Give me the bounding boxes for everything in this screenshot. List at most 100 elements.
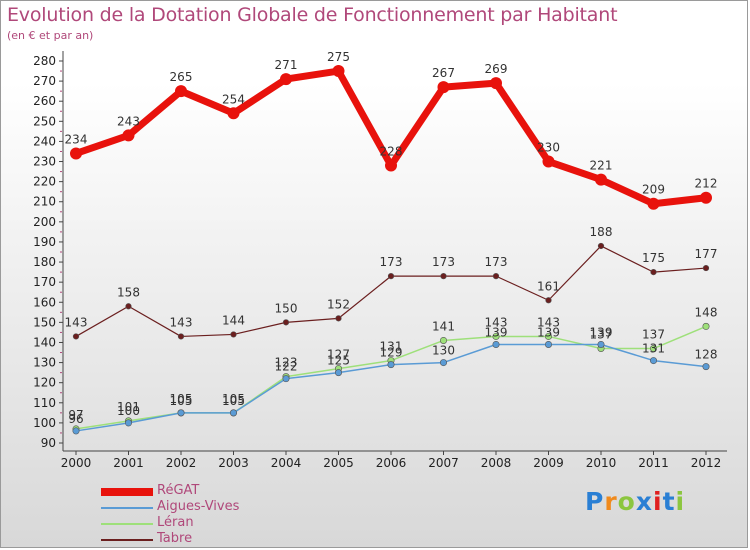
- logo-letter: o: [617, 487, 636, 516]
- data-point: [439, 359, 447, 367]
- data-label: 123: [275, 356, 298, 370]
- data-point: [492, 340, 500, 348]
- legend-label: Aigues-Vives: [157, 499, 240, 514]
- logo-letter: i: [675, 487, 686, 516]
- data-point: [702, 363, 710, 371]
- data-label: 100: [117, 404, 140, 418]
- data-label: 173: [380, 255, 403, 269]
- data-point: [647, 197, 660, 210]
- data-point: [385, 159, 397, 172]
- data-point: [282, 319, 290, 326]
- data-point: [387, 273, 395, 280]
- data-point: [175, 85, 187, 98]
- data-label: 144: [222, 313, 245, 327]
- logo-letter: t: [662, 487, 676, 516]
- logo-letter: P: [585, 487, 605, 516]
- y-tick-label: 240: [33, 134, 56, 148]
- data-point: [544, 340, 552, 348]
- x-tick-label: 2000: [61, 456, 92, 470]
- x-tick-label: 2011: [638, 456, 669, 470]
- data-point: [545, 297, 552, 304]
- series-line-régat: [74, 67, 707, 208]
- data-label: 158: [117, 285, 140, 299]
- data-label: 105: [222, 394, 245, 408]
- data-point: [72, 333, 80, 340]
- data-label: 175: [642, 251, 665, 265]
- data-label: 131: [380, 340, 403, 354]
- data-label: 152: [327, 297, 350, 311]
- legend-swatch: [101, 523, 153, 525]
- legend-swatch: [101, 507, 153, 509]
- data-label: 271: [275, 58, 298, 72]
- y-tick-label: 190: [33, 235, 56, 249]
- data-label: 137: [590, 328, 613, 342]
- y-tick-label: 90: [41, 436, 56, 450]
- y-tick-label: 230: [33, 155, 56, 169]
- data-point: [70, 147, 82, 160]
- data-label: 150: [275, 301, 298, 315]
- data-label: 130: [432, 344, 455, 358]
- data-point: [125, 419, 133, 427]
- data-label: 267: [432, 66, 455, 80]
- y-tick-label: 120: [33, 376, 56, 390]
- data-point: [437, 81, 450, 94]
- y-tick-label: 160: [33, 295, 56, 309]
- data-label: 125: [327, 354, 350, 368]
- data-point: [125, 303, 132, 310]
- data-point: [650, 269, 657, 276]
- data-point: [122, 129, 135, 142]
- data-point: [334, 369, 342, 377]
- data-label: 96: [68, 412, 83, 426]
- x-tick-label: 2006: [376, 456, 407, 470]
- data-point: [230, 331, 237, 338]
- data-point: [280, 73, 292, 86]
- data-point: [439, 336, 447, 344]
- proxiti-logo: Proxiti: [585, 487, 685, 516]
- data-point: [595, 173, 607, 186]
- chart-title: Evolution de la Dotation Globale de Fonc…: [7, 4, 618, 26]
- data-point: [700, 191, 712, 204]
- y-tick-label: 180: [33, 255, 56, 269]
- data-label: 265: [170, 70, 193, 84]
- data-label: 131: [642, 342, 665, 356]
- x-tick-label: 2007: [428, 456, 459, 470]
- data-point: [387, 361, 395, 369]
- y-tick-label: 110: [33, 396, 56, 410]
- legend-label: Léran: [157, 515, 194, 530]
- data-point: [492, 273, 500, 280]
- data-label: 143: [485, 315, 508, 329]
- data-label: 139: [485, 325, 508, 339]
- data-label: 269: [485, 62, 508, 76]
- y-tick-label: 250: [33, 114, 56, 128]
- x-tick-label: 2003: [218, 456, 249, 470]
- data-label: 122: [275, 360, 298, 374]
- x-tick-label: 2004: [271, 456, 302, 470]
- data-label: 143: [537, 315, 560, 329]
- x-tick-label: 2010: [586, 456, 617, 470]
- data-label: 127: [327, 348, 350, 362]
- data-point: [440, 273, 447, 280]
- data-point: [649, 357, 657, 365]
- data-point: [490, 77, 502, 90]
- data-point: [544, 332, 552, 340]
- y-tick-label: 100: [33, 416, 56, 430]
- data-label: 221: [590, 159, 613, 173]
- data-label: 209: [642, 183, 665, 197]
- data-label: 139: [537, 325, 560, 339]
- data-point: [597, 340, 605, 348]
- x-tick-label: 2002: [166, 456, 197, 470]
- y-tick-label: 280: [33, 54, 56, 68]
- legend-label: Tabre: [157, 531, 193, 546]
- y-tick-label: 270: [33, 74, 56, 88]
- data-point: [702, 264, 710, 272]
- data-label: 141: [432, 319, 455, 333]
- data-label: 173: [432, 255, 455, 269]
- data-label: 105: [222, 392, 245, 406]
- data-label: 97: [68, 408, 83, 422]
- data-label: 234: [65, 132, 88, 146]
- x-tick-label: 2008: [481, 456, 512, 470]
- chart-subtitle: (en € et par an): [7, 29, 94, 42]
- logo-letter: i: [653, 487, 663, 516]
